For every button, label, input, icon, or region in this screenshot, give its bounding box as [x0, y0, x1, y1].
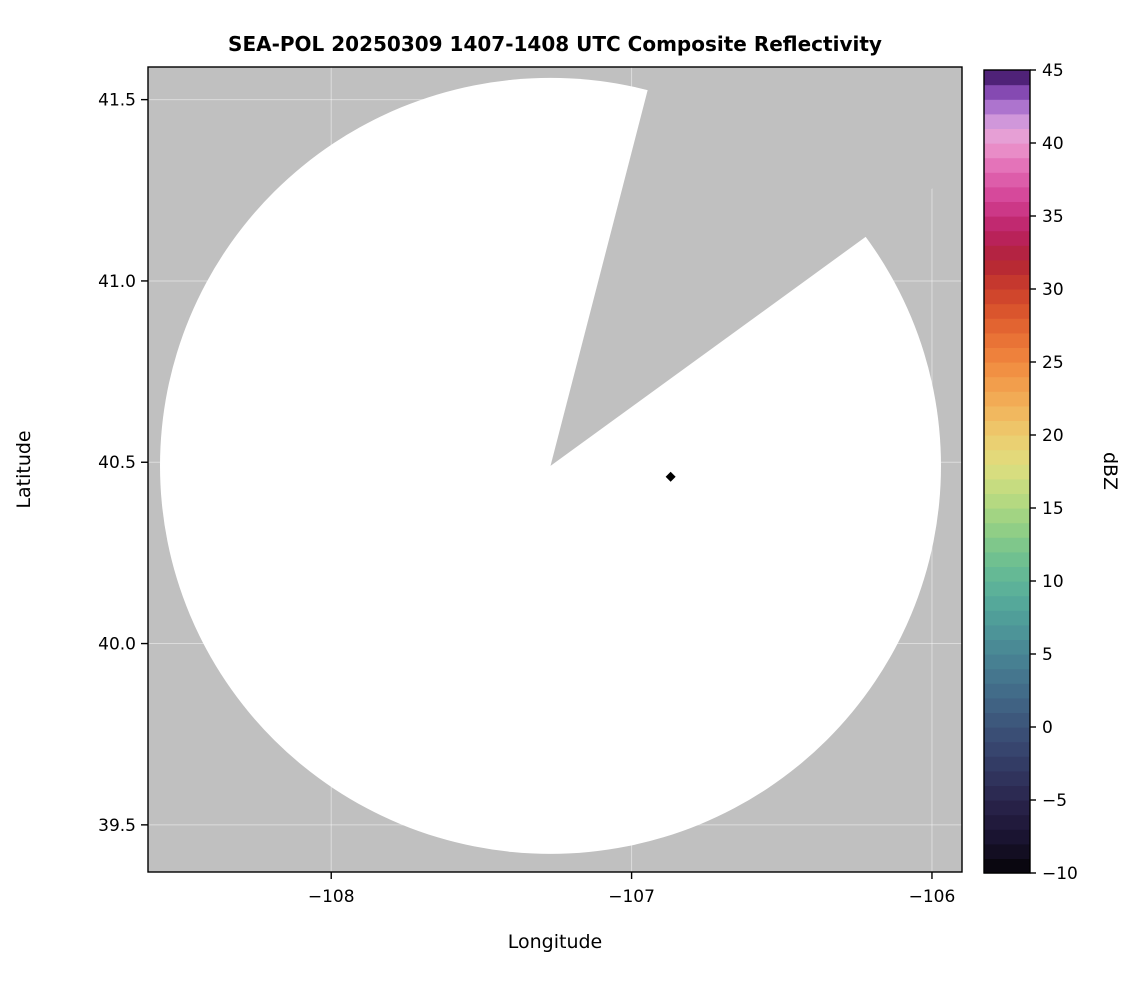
colorbar-cell	[984, 741, 1030, 757]
colorbar-cell	[984, 332, 1030, 348]
colorbar-cell	[984, 493, 1030, 509]
colorbar-cell	[984, 566, 1030, 582]
colorbar-cell	[984, 464, 1030, 480]
colorbar-cell	[984, 785, 1030, 801]
colorbar-cell	[984, 84, 1030, 100]
colorbar-cell	[984, 668, 1030, 684]
colorbar-tick-label: 20	[1042, 426, 1064, 446]
colorbar-cell	[984, 289, 1030, 305]
colorbar: −10 −5 0 5 10 15 20 25 30 35 40 45	[983, 61, 1078, 884]
colorbar-cell	[984, 727, 1030, 743]
colorbar-cell	[984, 829, 1030, 845]
colorbar-cell	[984, 800, 1030, 816]
colorbar-tick-label: 35	[1042, 207, 1064, 227]
colorbar-cell	[984, 449, 1030, 465]
colorbar-cell	[984, 157, 1030, 173]
y-tick-label: 39.5	[98, 816, 136, 836]
colorbar-cell	[984, 303, 1030, 319]
colorbar-cell	[984, 639, 1030, 655]
y-axis-label: Latitude	[13, 430, 35, 508]
colorbar-cell	[984, 259, 1030, 275]
plot-frame	[147, 66, 963, 873]
colorbar-cell	[984, 216, 1030, 232]
colorbar-cell	[984, 172, 1030, 188]
colorbar-cell	[984, 697, 1030, 713]
x-tick-label: −107	[608, 887, 655, 907]
colorbar-cell	[984, 537, 1030, 553]
colorbar-frame	[983, 69, 1031, 874]
colorbar-tick-label: 40	[1042, 134, 1064, 154]
site-marker-diamond	[665, 471, 676, 482]
colorbar-cell	[984, 712, 1030, 728]
plot-area	[147, 66, 963, 873]
colorbar-cell	[984, 70, 1030, 86]
x-axis-label: Longitude	[508, 931, 603, 953]
y-tick-label: 41.0	[98, 272, 136, 292]
colorbar-tick-label: 15	[1042, 499, 1064, 519]
colorbar-tick-label: 45	[1042, 61, 1064, 81]
colorbar-cell	[984, 362, 1030, 378]
colorbar-tick-label: −10	[1042, 864, 1078, 884]
colorbar-cell	[984, 843, 1030, 859]
colorbar-cell	[984, 595, 1030, 611]
colorbar-cell	[984, 814, 1030, 830]
colorbar-cell	[984, 420, 1030, 436]
colorbar-label: dBZ	[1099, 452, 1121, 490]
colorbar-tick-label: 10	[1042, 572, 1064, 592]
colorbar-cell	[984, 405, 1030, 421]
y-tick-label: 40.0	[98, 635, 136, 655]
colorbar-tick-label: 25	[1042, 353, 1064, 373]
colorbar-cell	[984, 654, 1030, 670]
colorbar-cell	[984, 435, 1030, 451]
colorbar-cell	[984, 522, 1030, 538]
colorbar-cell	[984, 581, 1030, 597]
colorbar-cell	[984, 508, 1030, 524]
blocked-sector	[550, 67, 962, 466]
x-tick-label: −108	[308, 887, 355, 907]
y-tick-label: 41.5	[98, 91, 136, 111]
colorbar-tick-label: 0	[1042, 718, 1053, 738]
colorbar-cell	[984, 391, 1030, 407]
colorbar-cell	[984, 186, 1030, 202]
y-tick-label: 40.5	[98, 453, 136, 473]
colorbar-cell	[984, 376, 1030, 392]
chart-title: SEA-POL 20250309 1407-1408 UTC Composite…	[228, 32, 882, 56]
colorbar-cell	[984, 624, 1030, 640]
colorbar-cell	[984, 245, 1030, 261]
colorbar-cell	[984, 318, 1030, 334]
colorbar-cell	[984, 113, 1030, 129]
colorbar-tick-label: −5	[1042, 791, 1067, 811]
axes: −108 −107 −106 39.5 40.0 40.5 41.0 41.5	[98, 91, 955, 907]
colorbar-cell	[984, 143, 1030, 159]
colorbar-cell	[984, 478, 1030, 494]
colorbar-cell	[984, 274, 1030, 290]
colorbar-cell	[984, 347, 1030, 363]
colorbar-cell	[984, 551, 1030, 567]
colorbar-cell	[984, 99, 1030, 115]
colorbar-cell	[984, 128, 1030, 144]
colorbar-cell	[984, 201, 1030, 217]
colorbar-cell	[984, 770, 1030, 786]
colorbar-cell	[984, 230, 1030, 246]
colorbar-cell	[984, 858, 1030, 874]
colorbar-tick-label: 5	[1042, 645, 1053, 665]
colorbar-tick-label: 30	[1042, 280, 1064, 300]
colorbar-cell	[984, 610, 1030, 626]
colorbar-cell	[984, 756, 1030, 772]
colorbar-cell	[984, 683, 1030, 699]
x-tick-label: −106	[909, 887, 956, 907]
